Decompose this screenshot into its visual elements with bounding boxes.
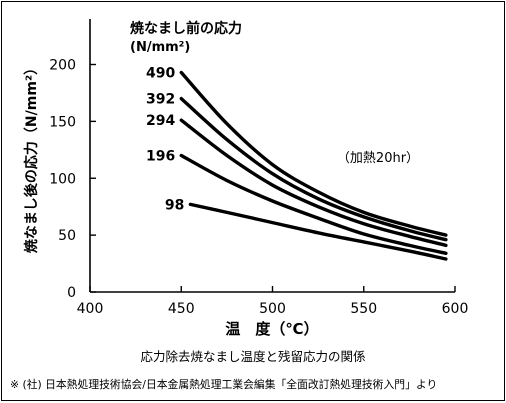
series-label-98: 98 xyxy=(165,197,184,213)
chart-title: 焼なまし前の応力 xyxy=(130,20,242,37)
series-lines xyxy=(179,70,448,261)
source-note: ※ (社) 日本熱処理技術協会/日本金属熱処理工業会編集「全面改訂熱処理技術入門… xyxy=(10,378,438,391)
chart-axes: 400 450 500 550 600 0 50 100 150 200 温 度（℃） 焼なまし後の応… xyxy=(23,19,468,338)
series-label-196: 196 xyxy=(146,149,175,165)
x-tick-label-500: 500 xyxy=(259,301,286,317)
y-tick-label-200: 200 xyxy=(49,58,76,74)
chart-labels: 焼なまし前の応力 (N/mm²) （加熱20hr） 490 392 294 196 98 xyxy=(130,20,419,213)
series-line-196 xyxy=(179,153,448,255)
series-label-490: 490 xyxy=(146,65,175,81)
x-tick-label-600: 600 xyxy=(442,301,469,317)
y-tick-label-0: 0 xyxy=(67,285,76,301)
chart-title-unit: (N/mm²) xyxy=(130,40,190,55)
y-tick-label-100: 100 xyxy=(49,171,76,187)
chart: 400 450 500 550 600 0 50 100 150 200 温 度（℃） 焼なまし後の応… xyxy=(23,19,468,338)
series-label-294: 294 xyxy=(146,113,175,129)
x-axis-title: 温 度（℃） xyxy=(225,320,318,338)
figure-caption: 応力除去焼なまし温度と残留応力の関係 xyxy=(140,349,366,364)
y-axis-title: 焼なまし後の応力（N/mm²） xyxy=(23,61,40,253)
series-line-98 xyxy=(188,202,448,261)
series-line-490 xyxy=(179,70,448,237)
series-label-392: 392 xyxy=(146,92,175,108)
y-tick-label-150: 150 xyxy=(49,114,76,130)
x-tick-label-400: 400 xyxy=(77,301,104,317)
y-tick-label-50: 50 xyxy=(58,228,76,244)
chart-annotation: （加熱20hr） xyxy=(337,151,419,166)
series-line-294 xyxy=(179,118,448,248)
x-tick-label-550: 550 xyxy=(350,301,377,317)
series-line-392 xyxy=(179,96,448,242)
x-tick-label-450: 450 xyxy=(168,301,195,317)
